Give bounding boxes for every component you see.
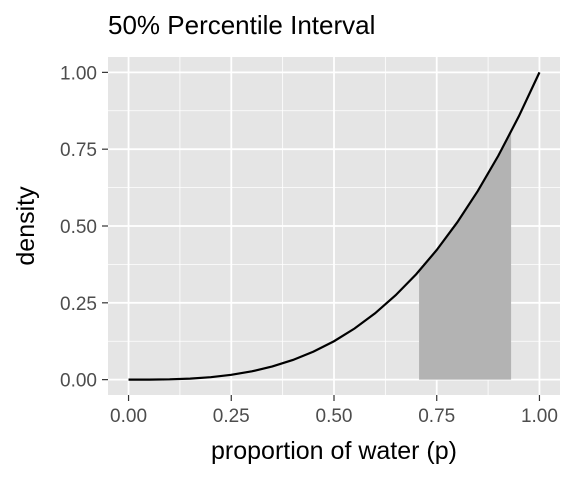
y-axis-ticks: 0.00 0.25 0.50 0.75 1.00 xyxy=(60,63,108,392)
x-tick-label: 0.75 xyxy=(418,406,455,427)
x-axis-label: proportion of water (p) xyxy=(211,437,457,465)
y-tick-label: 0.50 xyxy=(60,217,97,238)
grid-major xyxy=(108,57,560,395)
y-tick-label: 1.00 xyxy=(60,63,97,84)
percentile-interval-area xyxy=(419,131,512,380)
chart-title: 50% Percentile Interval xyxy=(108,10,375,40)
y-axis-label: density xyxy=(12,186,40,266)
x-tick-label: 0.50 xyxy=(316,406,353,427)
y-tick-label: 0.25 xyxy=(60,294,97,315)
x-tick-label: 1.00 xyxy=(521,406,558,427)
y-tick-label: 0.75 xyxy=(60,140,97,161)
density-curve xyxy=(128,71,541,381)
x-tick-label: 0.25 xyxy=(213,406,250,427)
x-axis-ticks: 0.00 0.25 0.50 0.75 1.00 xyxy=(110,395,558,427)
x-tick-label: 0.00 xyxy=(110,406,147,427)
y-tick-label: 0.00 xyxy=(60,371,97,392)
